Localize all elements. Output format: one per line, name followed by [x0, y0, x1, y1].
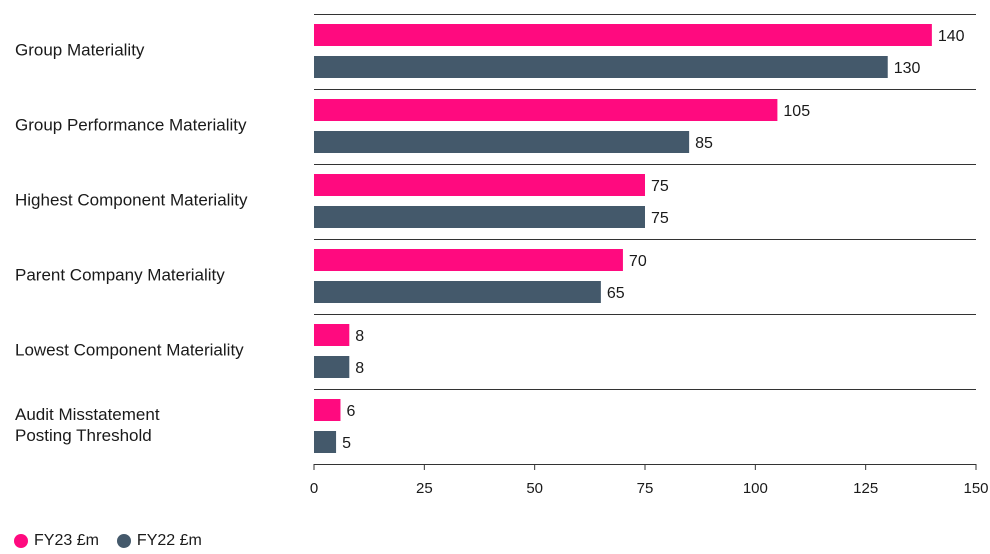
data-label-fy22: 8	[355, 360, 364, 377]
data-label-fy22: 130	[894, 60, 921, 77]
x-tick-label: 125	[853, 480, 878, 497]
legend-swatch-fy23	[14, 534, 28, 548]
data-label-fy23: 6	[346, 403, 355, 420]
x-tick-label: 50	[526, 480, 543, 497]
data-label-fy23: 70	[629, 253, 647, 270]
bar-fy23	[314, 24, 932, 46]
bar-fy23	[314, 399, 341, 421]
x-tick-label: 0	[310, 480, 318, 497]
legend-label-fy23: FY23 £m	[34, 532, 99, 549]
legend-label-fy22: FY22 £m	[136, 532, 202, 549]
data-label-fy22: 65	[607, 285, 625, 302]
x-tick-label: 75	[637, 480, 654, 497]
category-label: Group Performance Materiality	[15, 116, 247, 135]
bar-fy22	[314, 431, 337, 453]
bar-fy22	[314, 206, 645, 228]
bar-fy23	[314, 249, 623, 271]
data-label-fy23: 75	[651, 178, 669, 195]
bar-fy23	[314, 174, 645, 196]
category-label: Lowest Component Materiality	[15, 341, 244, 360]
bar-chart: Group Materiality 140 130 Group Performance…	[15, 14, 989, 497]
category-label: Group Materiality	[15, 41, 145, 60]
bar-fy22	[314, 131, 690, 153]
data-label-fy22: 85	[695, 135, 713, 152]
data-label-fy23: 105	[783, 103, 810, 120]
bar-fy22	[314, 356, 350, 378]
data-label-fy22: 5	[342, 435, 351, 452]
legend-item-fy23: FY23 £m	[14, 532, 99, 550]
bar-fy22	[314, 281, 601, 303]
category-label: Highest Component Materiality	[15, 191, 248, 210]
data-label-fy23: 8	[355, 328, 364, 345]
data-label-fy23: 140	[938, 28, 965, 45]
bar-fy22	[314, 56, 888, 78]
legend-swatch-fy22	[116, 534, 131, 548]
category-label: Posting Threshold	[15, 426, 152, 445]
legend-item-fy22: FY22 £m	[116, 532, 202, 550]
bar-fy23	[314, 324, 350, 346]
data-label-fy22: 75	[651, 210, 669, 227]
bar-fy23	[314, 99, 778, 121]
x-tick-label: 25	[416, 480, 433, 497]
x-tick-label: 150	[963, 480, 988, 497]
category-label: Parent Company Materiality	[15, 266, 225, 285]
x-tick-label: 100	[743, 480, 768, 497]
legend: FY23 £m FY22 £m	[14, 532, 202, 550]
category-label: Audit Misstatement	[15, 405, 160, 424]
